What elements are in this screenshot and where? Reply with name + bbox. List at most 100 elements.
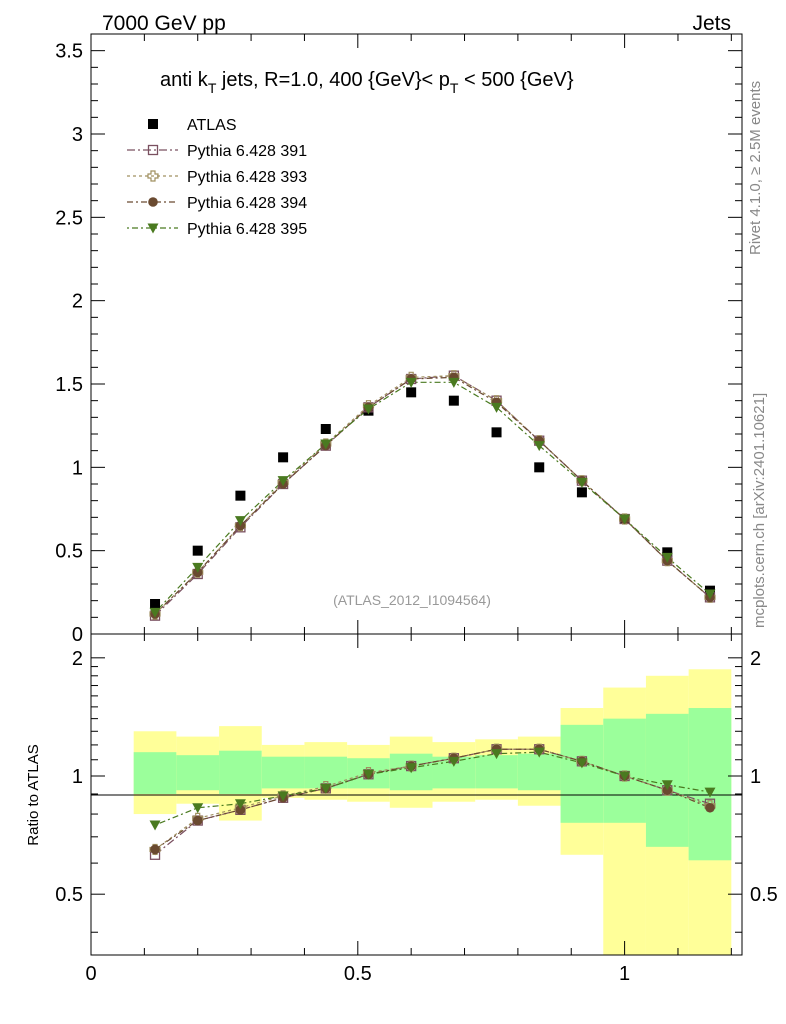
atlas-data-point (406, 387, 417, 398)
mcplots-label: mcplots.cern.ch [arXiv:2401.10621] (751, 393, 768, 628)
ratio-data-point (277, 791, 289, 802)
atlas-data-point (662, 547, 673, 558)
ratio-data-point (150, 844, 160, 855)
mc-data-point (234, 516, 246, 527)
ratio-panel: 0.5 0.5 1 1 2 2 0 0.5 1 Ratio to ATLAS (25, 633, 778, 985)
ratio-series-line (154, 748, 711, 850)
ratio-data-point (235, 805, 246, 815)
mc-data-point (576, 477, 588, 488)
ratio-y-tick-label-right: 2 (750, 648, 761, 670)
plot-title: anti kT jets, R=1.0, 400 {GeV}< pT < 500… (160, 69, 574, 96)
main-y-tick-label: 1.5 (55, 374, 83, 396)
atlas-data-point (534, 462, 545, 473)
ratio-inner-band (133, 752, 177, 794)
legend-marker (147, 170, 159, 182)
legend-marker (148, 119, 158, 129)
ratio-inner-band (688, 708, 732, 861)
mc-data-point (405, 377, 417, 388)
ratio-series-line (154, 748, 711, 850)
mc-data-point (320, 439, 332, 450)
atlas-data-point (491, 427, 502, 438)
atlas-data-point (448, 395, 459, 406)
ratio-data-point (362, 769, 374, 780)
mc-data-point (149, 607, 161, 618)
ratio-data-point (405, 763, 417, 774)
atlas-data-point (320, 424, 331, 434)
mc-data-point (704, 589, 716, 600)
ratio-inner-band (219, 750, 262, 794)
ratio-inner-band (475, 755, 518, 789)
ratio-series-line (154, 748, 711, 856)
mc-data-point (661, 552, 673, 563)
ratio-data-point (320, 783, 332, 794)
analysis-watermark: (ATLAS_2012_I1094564) (333, 592, 491, 608)
main-y-tick-label: 1 (72, 457, 83, 479)
main-series-line (154, 381, 711, 613)
main-axis-ticks: 0 0.5 1 1.5 2 2.5 3 3.5 (55, 33, 742, 646)
mc-data-point (448, 377, 460, 388)
main-y-tick-label: 0.5 (55, 541, 83, 563)
main-y-tick-label: 2 (72, 291, 83, 313)
mc-data-point (619, 514, 631, 525)
legend-marker (147, 223, 159, 234)
main-panel: 0 0.5 1 1.5 2 2.5 3 3.5 (ATLAS_2012_I1094564) a… (55, 33, 743, 646)
ratio-data-point (234, 799, 246, 810)
mc-data-point (362, 404, 374, 415)
legend: ATLAS Pythia 6.428 391 Pythia 6.428 393 Pyt… (127, 117, 307, 238)
legend-label: Pythia 6.428 394 (187, 195, 307, 212)
legend-label: Pythia 6.428 395 (187, 221, 307, 238)
ratio-data-point (192, 803, 204, 814)
atlas-data-point (192, 545, 203, 556)
ratio-data-point (533, 747, 545, 758)
main-y-tick-label: 3.5 (55, 41, 83, 63)
ratio-data-point (705, 802, 715, 813)
ratio-y-tick-label-right: 1 (750, 766, 761, 788)
ratio-y-tick-label-right: 0.5 (750, 884, 778, 906)
ratio-axis-ticks: 0.5 0.5 1 1 2 2 0 0.5 1 (55, 634, 778, 985)
ratio-data-point (149, 820, 161, 831)
ratio-series-line (154, 751, 711, 826)
ratio-inner-band (176, 755, 220, 791)
x-tick-label: 0 (85, 963, 96, 985)
rivet-version-label: Rivet 4.1.0, ≥ 2.5M events (747, 81, 764, 255)
legend-label: Pythia 6.428 393 (187, 169, 307, 186)
x-tick-label: 0.5 (344, 963, 372, 985)
mc-data-point (491, 402, 503, 413)
mc-data-point (277, 476, 289, 487)
ratio-inner-band (560, 724, 604, 823)
legend-label: ATLAS (187, 117, 237, 134)
ratio-y-tick-label: 0.5 (55, 884, 83, 906)
legend-marker (147, 144, 159, 156)
atlas-data-point (150, 599, 161, 609)
ratio-data-layer (149, 743, 716, 860)
ratio-inner-band (261, 756, 305, 789)
ratio-inner-band (517, 753, 561, 791)
ratio-frame (90, 633, 743, 956)
legend-marker (148, 197, 158, 207)
main-y-tick-label: 3 (72, 124, 83, 146)
ratio-data-point (192, 815, 203, 826)
ratio-data-point (576, 758, 588, 769)
mc-data-point (533, 441, 545, 452)
main-y-tick-label: 0 (72, 624, 83, 646)
atlas-data-point (576, 487, 587, 498)
legend-label: Pythia 6.428 391 (187, 143, 307, 160)
ratio-y-tick-label: 2 (72, 648, 83, 670)
ratio-data-point (661, 780, 673, 791)
atlas-data-point (278, 452, 289, 463)
process-label: Jets (692, 12, 731, 35)
mc-data-point (192, 562, 204, 573)
ratio-y-tick-label: 1 (72, 766, 83, 788)
main-y-tick-label: 2.5 (55, 207, 83, 229)
ratio-data-point (619, 771, 631, 782)
x-tick-label: 1 (619, 963, 630, 985)
main-series-line (154, 375, 711, 617)
main-data-layer (149, 370, 716, 621)
atlas-data-point (235, 490, 246, 501)
ratio-data-point (448, 756, 460, 767)
collision-label: 7000 GeV pp (102, 12, 226, 35)
ratio-data-point (491, 749, 503, 760)
ratio-data-point (704, 787, 716, 798)
ratio-axis-label: Ratio to ATLAS (25, 744, 42, 845)
